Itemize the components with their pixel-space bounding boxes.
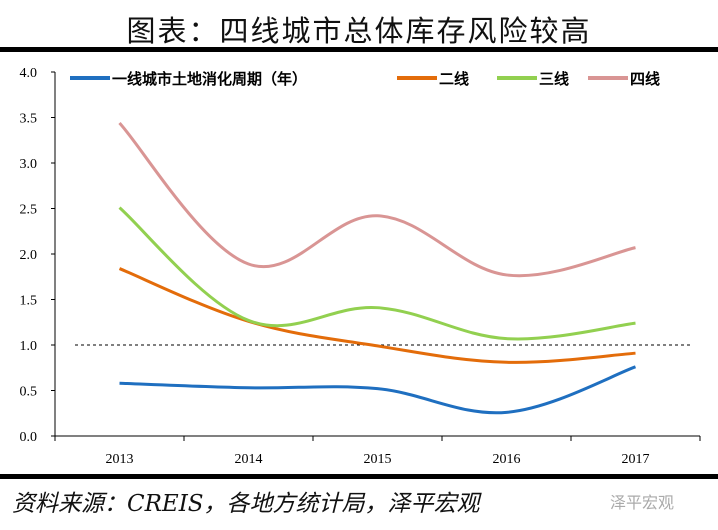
- x-tick-label: 2016: [493, 452, 521, 467]
- series-line-2: [118, 267, 636, 364]
- y-tick-label: 0.0: [20, 430, 38, 445]
- x-tick-label: 2013: [106, 452, 134, 467]
- legend-label-1: 一线城市土地消化周期（年）: [112, 70, 307, 88]
- x-tick-label: 2015: [364, 452, 392, 467]
- y-tick-label: 3.0: [20, 157, 38, 172]
- legend-label-2: 二线: [439, 70, 469, 88]
- y-tick-label: 0.5: [20, 385, 38, 400]
- watermark: 泽平宏观: [610, 493, 675, 512]
- bottom-rule: [0, 474, 718, 479]
- x-tick-label: 2017: [622, 452, 650, 467]
- x-tick-label: 2014: [235, 452, 263, 467]
- y-tick-label: 3.5: [20, 112, 38, 127]
- legend-label-4: 四线: [630, 70, 660, 88]
- series-line-1: [119, 365, 636, 415]
- y-tick-label: 2.5: [20, 203, 38, 218]
- page-title: 图表：四线城市总体库存风险较高: [126, 14, 592, 48]
- top-rule: [0, 47, 718, 52]
- y-tick-label: 4.0: [20, 66, 38, 81]
- y-tick-label: 1.0: [20, 339, 38, 354]
- series-line-3: [118, 206, 636, 341]
- y-tick-label: 2.0: [20, 248, 38, 263]
- y-tick-label: 1.5: [20, 294, 38, 309]
- source-note: 资料来源：CREIS，各地方统计局，泽平宏观: [12, 491, 480, 517]
- series-line-4: [118, 121, 636, 278]
- legend-label-3: 三线: [539, 70, 569, 88]
